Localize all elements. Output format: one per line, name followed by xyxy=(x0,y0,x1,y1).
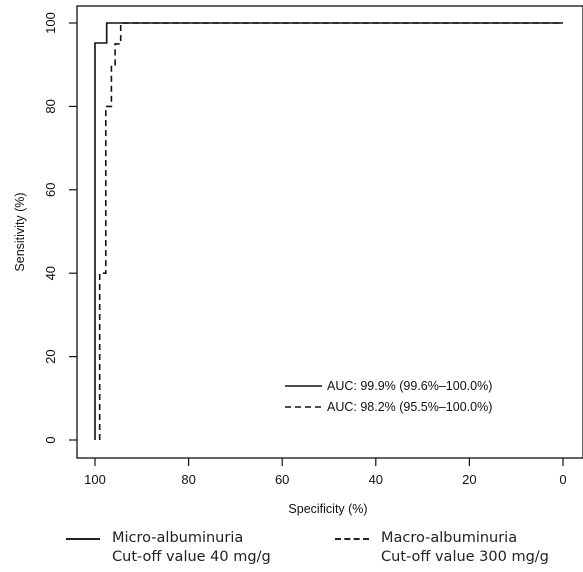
x-tick-label: 60 xyxy=(275,472,289,487)
y-tick-label: 60 xyxy=(43,183,58,197)
legend-micro: Micro-albuminuria Cut-off value 40 mg/g xyxy=(66,529,271,567)
roc-chart: 100 80 60 40 20 0 0 20 40 60 80 100 Specificity (%… xyxy=(13,5,583,516)
series-layer xyxy=(94,22,563,440)
x-tick-label: 40 xyxy=(369,472,383,487)
legend-micro-title: Micro-albuminuria xyxy=(112,530,244,546)
roc-curve-series-1 xyxy=(94,22,563,440)
y-tick-label: 100 xyxy=(43,12,58,34)
legend-label-series-1: AUC: 99.9% (99.6%–100.0%) xyxy=(327,379,492,393)
y-tick-label: 20 xyxy=(43,349,58,363)
x-tick-label: 0 xyxy=(559,472,566,487)
legend-macro-cutoff: Cut-off value 300 mg/g xyxy=(381,549,549,565)
legend-dashed-line xyxy=(335,537,369,540)
x-tick-label: 100 xyxy=(84,472,106,487)
y-tick-label: 40 xyxy=(43,266,58,280)
y-axis-ticks: 0 20 40 60 80 100 xyxy=(43,12,77,444)
legend-solid-line xyxy=(66,537,100,540)
roc-curve-series-2 xyxy=(98,22,563,440)
legend-macro-title: Macro-albuminuria xyxy=(381,530,518,546)
legend-macro: Macro-albuminuria Cut-off value 300 mg/g xyxy=(335,529,549,567)
x-tick-label: 20 xyxy=(462,472,476,487)
y-tick-label: 0 xyxy=(43,436,58,443)
plot-legend: AUC: 99.9% (99.6%–100.0%) AUC: 98.2% (95… xyxy=(285,379,492,414)
x-tick-label: 80 xyxy=(181,472,195,487)
legend-label-series-2: AUC: 98.2% (95.5%–100.0%) xyxy=(327,400,492,414)
y-tick-label: 80 xyxy=(43,99,58,113)
x-axis-label: Specificity (%) xyxy=(288,502,367,516)
y-axis-label: Sensitivity (%) xyxy=(13,192,27,271)
legend-micro-cutoff: Cut-off value 40 mg/g xyxy=(112,549,271,565)
x-axis-ticks: 100 80 60 40 20 0 xyxy=(84,458,567,487)
plot-frame xyxy=(76,5,583,459)
